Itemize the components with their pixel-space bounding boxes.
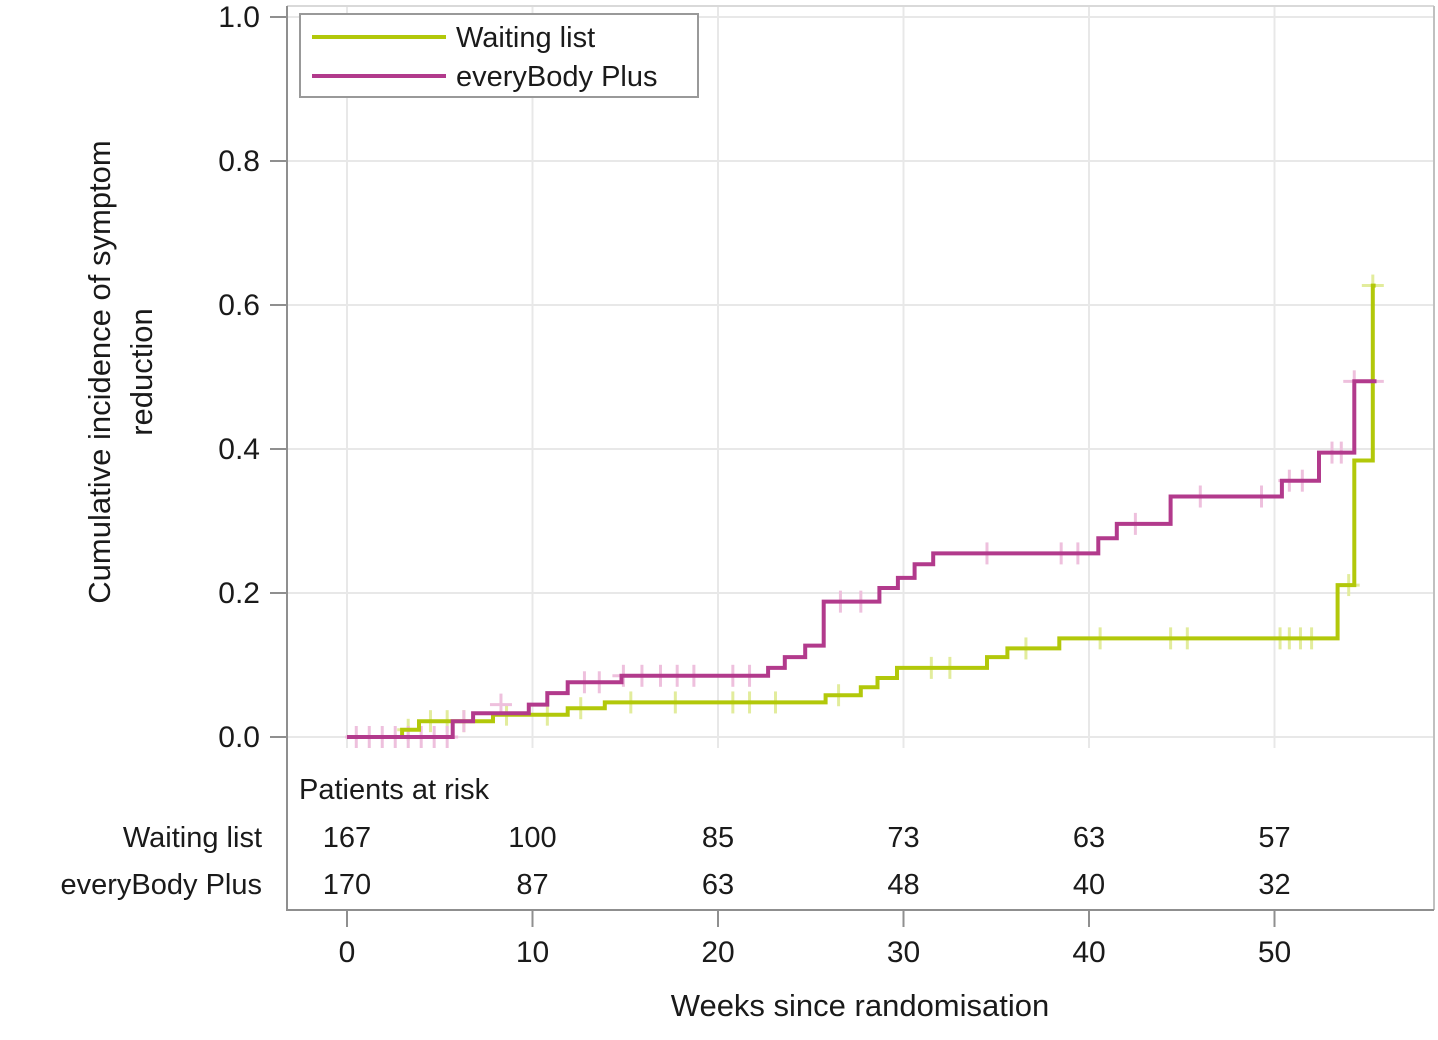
risk-count: 63 bbox=[702, 869, 734, 901]
risk-count: 87 bbox=[516, 869, 548, 901]
risk-count: 48 bbox=[887, 869, 919, 901]
series-curves bbox=[347, 283, 1377, 739]
legend-box bbox=[299, 13, 699, 98]
y-tick-label: 0.8 bbox=[218, 145, 260, 178]
risk-count: 170 bbox=[323, 869, 371, 901]
curve-everybody-plus bbox=[347, 379, 1377, 739]
x-tick-label: 50 bbox=[1258, 936, 1291, 969]
y-tick-label: 0.0 bbox=[218, 721, 260, 754]
x-axis-title: Weeks since randomisation bbox=[671, 988, 1050, 1023]
risk-row-label-waiting-list: Waiting list bbox=[123, 822, 262, 854]
axis-titles: Weeks since randomisation Cumulative inc… bbox=[82, 140, 1049, 1023]
plot-frame bbox=[286, 5, 1435, 911]
x-tick-label: 20 bbox=[701, 936, 734, 969]
x-tick-label: 30 bbox=[887, 936, 920, 969]
y-tick-label: 1.0 bbox=[218, 1, 260, 34]
x-tick-label: 10 bbox=[516, 936, 549, 969]
censor-marks bbox=[345, 274, 1384, 748]
risk-count: 73 bbox=[887, 822, 919, 854]
legend-label-waiting-list: Waiting list bbox=[456, 22, 595, 54]
risk-count: 167 bbox=[323, 822, 371, 854]
patients-at-risk-table: Patients at risk Waiting list everyBody … bbox=[61, 774, 1291, 901]
risk-count: 85 bbox=[702, 822, 734, 854]
risk-count: 40 bbox=[1073, 869, 1105, 901]
risk-count: 63 bbox=[1073, 822, 1105, 854]
curve-waiting-list bbox=[347, 283, 1376, 739]
y-tick-label: 0.6 bbox=[218, 289, 260, 322]
legend-label-everybody-plus: everyBody Plus bbox=[456, 61, 658, 93]
risk-row-label-everybody-plus: everyBody Plus bbox=[61, 869, 263, 901]
legend: Waiting list everyBody Plus bbox=[299, 13, 699, 98]
risk-table-title: Patients at risk bbox=[299, 774, 490, 806]
y-tick-label: 0.2 bbox=[218, 577, 260, 610]
y-axis-title-line1: Cumulative incidence of symptom bbox=[82, 140, 117, 603]
x-tick-label: 0 bbox=[339, 936, 356, 969]
x-tick-label: 40 bbox=[1072, 936, 1105, 969]
y-axis-title-line2: reduction bbox=[124, 308, 159, 436]
risk-count: 57 bbox=[1258, 822, 1290, 854]
tick-labels: 0.0 0.2 0.4 0.6 0.8 1.0 0 10 20 30 40 50 bbox=[218, 1, 1291, 969]
axis-ticks bbox=[270, 16, 1276, 927]
y-tick-label: 0.4 bbox=[218, 433, 260, 466]
risk-counts: 167 100 85 73 63 57 170 87 63 48 40 32 bbox=[323, 822, 1291, 901]
risk-count: 32 bbox=[1258, 869, 1290, 901]
risk-count: 100 bbox=[508, 822, 556, 854]
